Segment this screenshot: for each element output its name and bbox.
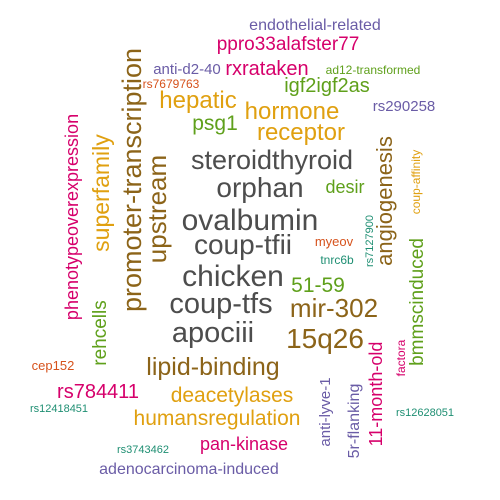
word-pan-kinase: pan-kinase: [200, 434, 288, 454]
word-superfamily: superfamily: [88, 134, 114, 252]
word-adenocarcinoma-induced: adenocarcinoma-induced: [99, 461, 279, 478]
word-myeov: myeov: [315, 234, 354, 249]
word-apociii: apociii: [172, 317, 254, 349]
word-anti-lyve-1: anti-lyve-1: [317, 377, 334, 446]
word-receptor: receptor: [257, 119, 345, 146]
word-hepatic: hepatic: [159, 87, 236, 114]
word-11-month-old: 11-month-old: [366, 342, 386, 447]
word-deacetylases: deacetylases: [171, 384, 294, 407]
word-coup-tfs: coup-tfs: [169, 288, 272, 320]
word-ppro33alafster77: ppro33alafster77: [217, 34, 360, 55]
word-chicken: chicken: [182, 260, 284, 293]
word-orphan: orphan: [216, 172, 303, 203]
word-rs3743462: rs3743462: [117, 444, 169, 456]
word-cep152: cep152: [32, 358, 75, 373]
word-promoter-transcription: promoter-transcription: [117, 48, 147, 312]
word-15q26: 15q26: [286, 323, 364, 354]
word-endothelial-related: endothelial-related: [249, 17, 381, 34]
word-humansregulation: humansregulation: [134, 407, 301, 430]
word-ovalbumin: ovalbumin: [182, 204, 319, 237]
word-mir-302: mir-302: [290, 293, 378, 323]
word-51-59: 51-59: [291, 274, 345, 297]
word-bmmscinduced: bmmscinduced: [407, 238, 428, 366]
word-angiogenesis: angiogenesis: [372, 136, 397, 266]
word-coup-affinity: coup-affinity: [409, 150, 423, 214]
word-rxrataken: rxrataken: [225, 58, 308, 80]
word-phenotypeoverexpression: phenotypeoverexpression: [62, 114, 82, 320]
word-rs7679763: rs7679763: [143, 77, 200, 91]
word-coup-tfii: coup-tfii: [194, 229, 292, 260]
word-rs12628051: rs12628051: [396, 407, 454, 419]
word-igf2igf2as: igf2igf2as: [284, 75, 370, 97]
word-rs12418451: rs12418451: [30, 403, 88, 415]
word-rs7127900: rs7127900: [364, 215, 376, 267]
word-factora: factora: [394, 339, 408, 376]
word-lipid-binding: lipid-binding: [146, 353, 279, 381]
word-rs290258: rs290258: [373, 98, 436, 115]
word-hormone: hormone: [245, 98, 340, 125]
word-tnrc6b: tnrc6b: [320, 253, 354, 267]
word-rs784411: rs784411: [57, 381, 139, 403]
word-rehcells: rehcells: [90, 300, 111, 365]
word-ad12-transformed: ad12-transformed: [326, 63, 421, 77]
word-anti-d2-40: anti-d2-40: [153, 61, 221, 78]
word-5r-flanking: 5r-flanking: [346, 384, 363, 459]
word-desir: desir: [325, 177, 364, 197]
word-upstream: upstream: [142, 155, 172, 263]
word-psg1: psg1: [192, 112, 238, 135]
word-steroidthyroid: steroidthyroid: [191, 145, 353, 175]
